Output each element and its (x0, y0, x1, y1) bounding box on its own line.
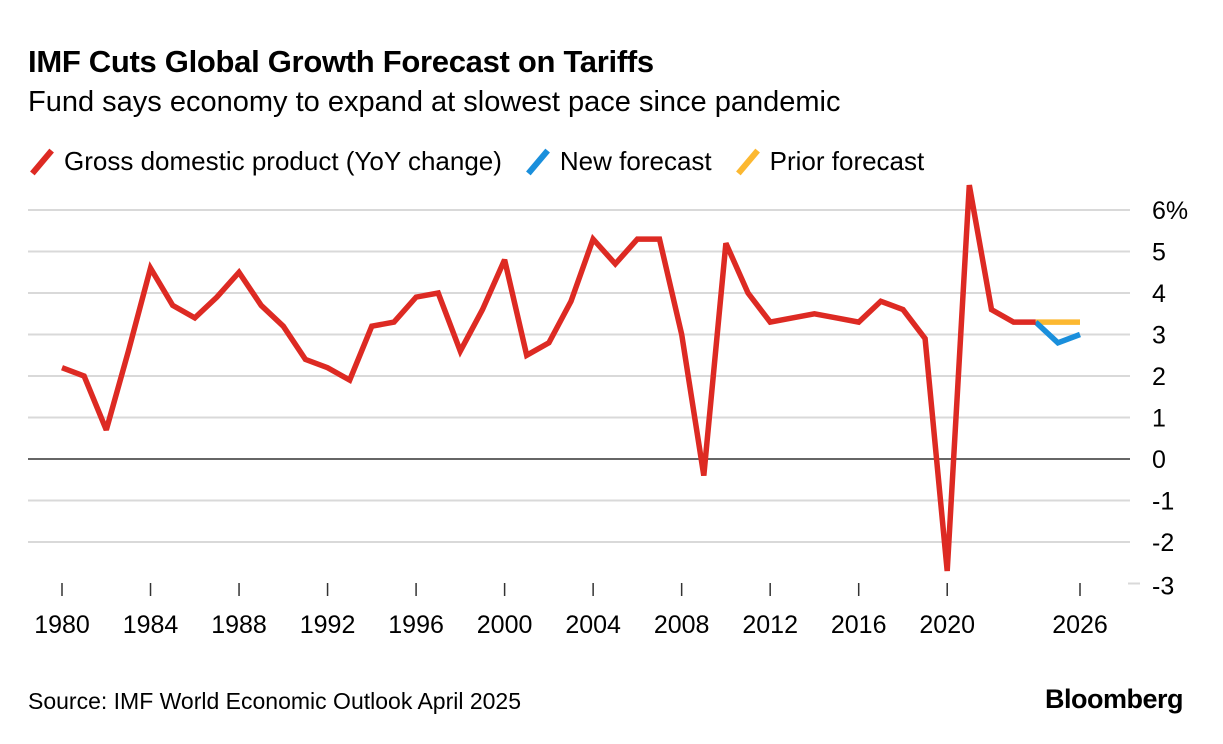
bloomberg-logo: Bloomberg (1044, 684, 1184, 714)
series-line-0 (61, 184, 1036, 572)
chart-subtitle: Fund says economy to expand at slowest p… (28, 86, 841, 118)
y-tick-label: -1 (1152, 488, 1174, 516)
legend-label: New forecast (559, 146, 712, 176)
y-tick-label: 6% (1152, 197, 1188, 225)
x-tick-label: 2012 (742, 611, 798, 639)
x-tick-label: 1984 (123, 611, 179, 639)
y-tick-label: -2 (1152, 529, 1174, 557)
legend-item-prior-forecast: Prior forecast (734, 146, 925, 177)
source-note: Source: IMF World Economic Outlook April… (28, 688, 522, 714)
x-tick-label: 1980 (34, 611, 90, 639)
x-tick-label: 2020 (919, 611, 975, 639)
y-tick-label: 5 (1152, 239, 1166, 267)
y-tick-label: 1 (1152, 405, 1166, 433)
legend-item-new-forecast: New forecast (524, 146, 712, 177)
series-line-1 (1033, 320, 1081, 346)
x-tick-label: 1992 (300, 611, 356, 639)
legend-label: Prior forecast (769, 146, 925, 176)
legend: Gross domestic product (YoY change) New … (28, 146, 924, 177)
y-tick-label: 0 (1152, 446, 1166, 474)
y-tick-label: 4 (1152, 280, 1166, 308)
x-tick-label: 1996 (388, 611, 444, 639)
y-tick-label: 2 (1152, 363, 1166, 391)
x-tick-label: 2016 (831, 611, 887, 639)
x-tick-label: 2008 (654, 611, 710, 639)
x-tick-label: 1988 (211, 611, 267, 639)
x-tick-label: 2026 (1052, 611, 1108, 639)
x-tick-label: 2000 (477, 611, 533, 639)
legend-label: Gross domestic product (YoY change) (64, 146, 502, 176)
y-tick-label: -3 (1152, 573, 1174, 601)
x-tick-label: 2004 (565, 611, 621, 639)
chart-title: IMF Cuts Global Growth Forecast on Tarif… (28, 44, 654, 79)
y-tick-label: 3 (1152, 322, 1166, 350)
legend-item-gdp: Gross domestic product (YoY change) (28, 146, 502, 177)
